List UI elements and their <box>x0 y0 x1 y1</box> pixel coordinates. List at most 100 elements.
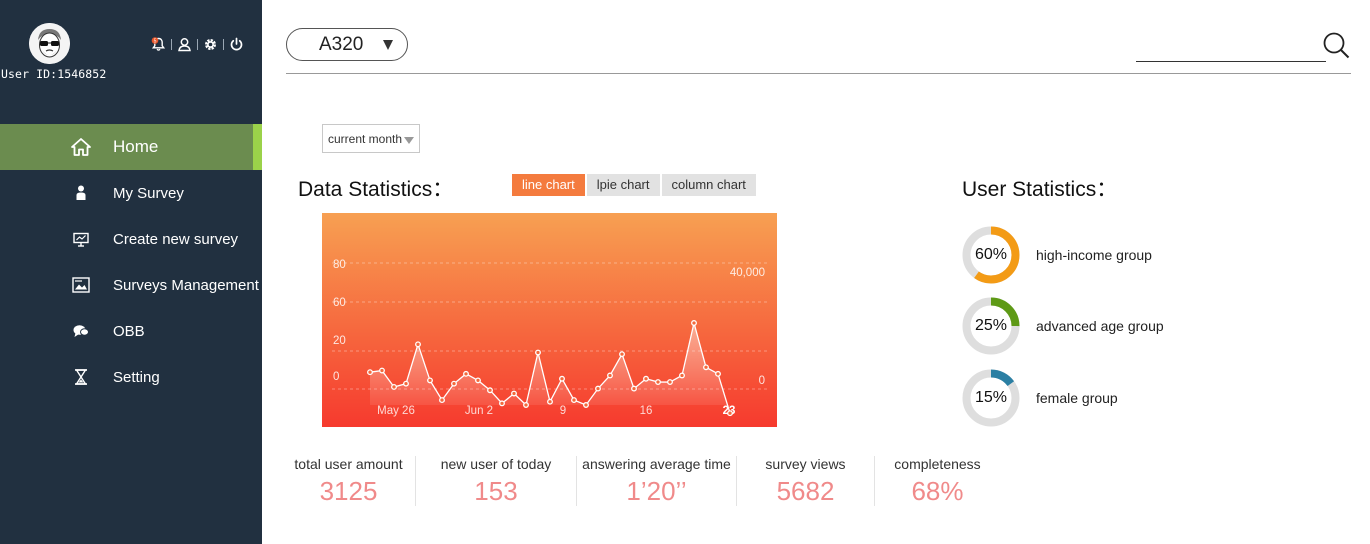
chart-data-point[interactable] <box>595 385 601 392</box>
sidebar-item-label: My Survey <box>113 184 184 202</box>
chart-data-point[interactable] <box>607 372 613 379</box>
stat-value: 3125 <box>319 476 378 506</box>
chart-data-point[interactable] <box>715 370 721 377</box>
ring-progress-arc <box>962 369 1020 427</box>
sidebar-item-surveys-management[interactable]: Surveys Management <box>0 262 262 308</box>
summary-stats: total user amount 3125 new user of today… <box>282 456 1000 508</box>
chart-data-point[interactable] <box>619 351 625 358</box>
ring-progress-arc <box>962 297 1020 355</box>
stat-divider <box>736 456 737 506</box>
stat-value: 153 <box>474 476 518 506</box>
ring-progress-arc <box>962 226 1020 284</box>
profile-icon[interactable] <box>176 36 193 53</box>
chart-data-point[interactable] <box>439 397 445 404</box>
chart-data-point[interactable] <box>571 397 577 404</box>
notification-badge: 5 <box>154 38 157 44</box>
presentation-icon <box>71 229 91 249</box>
chat-bubbles-icon <box>71 321 91 341</box>
group-label: advanced age group <box>1036 318 1164 334</box>
caret-down-icon <box>383 40 393 50</box>
search-input[interactable] <box>1136 34 1326 62</box>
stat-label: total user amount <box>294 456 403 472</box>
power-icon[interactable] <box>228 36 245 53</box>
stat-new-user-today: new user of today 153 <box>416 456 576 508</box>
home-icon <box>71 137 91 157</box>
top-toolbar: 5 <box>150 36 245 53</box>
stat-divider <box>415 456 416 506</box>
y-tick-label: 0 <box>333 371 339 383</box>
y2-tick-label: 40,000 <box>730 267 765 279</box>
chart-data-point[interactable] <box>487 387 493 394</box>
sidebar-item-label: Create new survey <box>113 230 239 248</box>
chart-data-point[interactable] <box>463 370 469 377</box>
chart-data-point[interactable] <box>391 384 397 390</box>
chart-data-point[interactable] <box>667 379 673 385</box>
sidebar-item-label: OBB <box>113 322 145 340</box>
gear-icon[interactable] <box>202 36 219 53</box>
user-statistics-title: User Statistics： <box>962 178 1118 201</box>
sidebar-item-create-new-survey[interactable]: Create new survey <box>0 216 262 262</box>
chart-data-point[interactable] <box>727 410 733 417</box>
search-icon[interactable] <box>1322 31 1350 59</box>
chart-data-point[interactable] <box>511 390 517 397</box>
caret-down-icon <box>404 137 414 144</box>
stat-divider <box>874 456 875 506</box>
ring-percent: 15% <box>974 389 1008 406</box>
chart-data-point[interactable] <box>631 385 637 392</box>
y-tick-label: 20 <box>333 335 346 347</box>
chart-data-point[interactable] <box>379 367 385 374</box>
y2-tick-label: 0 <box>759 375 765 387</box>
stat-label: answering average time <box>582 456 731 472</box>
sidebar-item-my-survey[interactable]: My Survey <box>0 170 262 216</box>
stat-label: completeness <box>894 456 981 472</box>
group-label: high-income group <box>1036 247 1152 263</box>
chart-data-point[interactable] <box>499 400 505 407</box>
chart-data-point[interactable] <box>643 375 649 382</box>
sidebar-item-label: Surveys Management <box>113 276 259 294</box>
progress-ring: 25% <box>962 297 1020 355</box>
tab-column-chart[interactable]: column chart <box>661 174 756 196</box>
model-select-value: A320 <box>319 33 364 55</box>
header-divider <box>286 73 1351 74</box>
sidebar-item-setting[interactable]: Setting <box>0 354 262 400</box>
chart-data-point[interactable] <box>523 402 529 408</box>
chart-data-point[interactable] <box>583 402 589 408</box>
chart-data-point[interactable] <box>403 380 409 387</box>
chart-data-point[interactable] <box>451 380 457 387</box>
chart-data-point[interactable] <box>559 375 565 382</box>
sidebar-item-obb[interactable]: OBB <box>0 308 262 354</box>
chart-data-point[interactable] <box>547 398 553 405</box>
model-select[interactable]: A320 <box>286 28 408 61</box>
sidebar-item-label: Setting <box>113 368 160 386</box>
chart-data-point[interactable] <box>691 320 697 326</box>
chart-data-point[interactable] <box>415 341 421 348</box>
stat-label: new user of today <box>440 456 552 472</box>
chart-type-tabs: line chart lpie chart column chart <box>512 174 758 196</box>
hourglass-icon <box>71 367 91 387</box>
x-tick-label: 9 <box>560 405 566 417</box>
group-label: female group <box>1036 390 1118 406</box>
chart-data-point[interactable] <box>703 364 709 371</box>
avatar-face-icon <box>29 23 70 64</box>
period-select[interactable]: current month <box>322 124 420 153</box>
x-tick-label: 16 <box>640 405 653 417</box>
toolbar-divider <box>197 39 198 50</box>
chart-data-point[interactable] <box>679 372 685 379</box>
stat-answering-average-time: answering average time 1’20’’ <box>577 456 736 508</box>
stat-value: 68% <box>911 476 964 506</box>
person-icon <box>71 183 91 203</box>
chart-data-point[interactable] <box>427 377 433 384</box>
tab-line-chart[interactable]: line chart <box>512 174 585 196</box>
chart-data-point[interactable] <box>367 369 373 376</box>
x-tick-label: May 26 <box>377 405 415 417</box>
sidebar-item-home[interactable]: Home <box>0 124 262 170</box>
chart-data-point[interactable] <box>475 377 481 384</box>
user-group-row: 15% female group <box>962 369 1118 427</box>
notification-bell-icon[interactable]: 5 <box>150 36 167 53</box>
tab-pie-chart[interactable]: lpie chart <box>586 174 660 196</box>
ring-percent: 25% <box>974 317 1008 334</box>
chart-data-point[interactable] <box>655 379 661 385</box>
chart-data-point[interactable] <box>535 349 541 356</box>
avatar[interactable] <box>29 23 70 64</box>
